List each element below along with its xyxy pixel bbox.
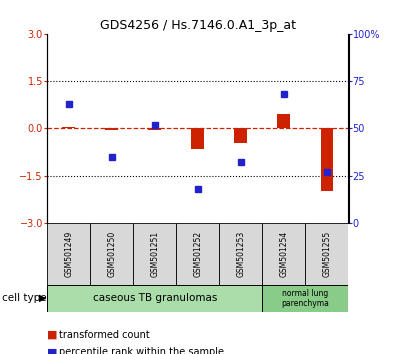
Text: GSM501253: GSM501253 — [236, 231, 245, 277]
Bar — [176, 223, 219, 285]
Bar — [320, 128, 333, 192]
Text: GSM501250: GSM501250 — [107, 231, 116, 277]
Text: GSM501251: GSM501251 — [150, 231, 159, 277]
Text: GSM501255: GSM501255 — [322, 231, 330, 277]
Text: ■: ■ — [47, 330, 58, 339]
Text: GSM501252: GSM501252 — [193, 231, 202, 277]
Bar — [62, 127, 75, 128]
Bar — [234, 128, 247, 143]
Text: normal lung
parenchyma: normal lung parenchyma — [281, 289, 328, 308]
Bar — [191, 128, 204, 149]
Bar — [47, 285, 262, 312]
Bar — [262, 223, 305, 285]
Bar — [262, 285, 348, 312]
Text: GSM501254: GSM501254 — [279, 231, 288, 277]
Text: ■: ■ — [47, 347, 58, 354]
Bar — [90, 223, 133, 285]
Bar — [47, 223, 90, 285]
Title: GDS4256 / Hs.7146.0.A1_3p_at: GDS4256 / Hs.7146.0.A1_3p_at — [99, 19, 295, 33]
Bar — [105, 128, 118, 130]
Bar — [219, 223, 262, 285]
Bar — [277, 114, 290, 128]
Text: cell type: cell type — [2, 293, 47, 303]
Bar — [148, 128, 161, 130]
Text: percentile rank within the sample: percentile rank within the sample — [59, 347, 224, 354]
Bar — [305, 223, 348, 285]
Text: GSM501249: GSM501249 — [64, 231, 73, 277]
Text: ▶: ▶ — [38, 293, 46, 303]
Text: caseous TB granulomas: caseous TB granulomas — [92, 293, 216, 303]
Bar — [133, 223, 176, 285]
Text: transformed count: transformed count — [59, 330, 150, 339]
